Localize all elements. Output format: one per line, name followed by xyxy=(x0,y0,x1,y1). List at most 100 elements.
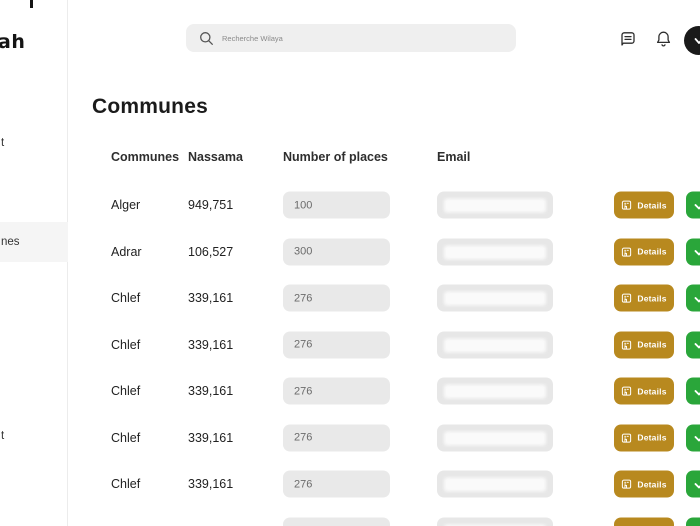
places-input[interactable] xyxy=(283,191,390,219)
details-button[interactable]: Details xyxy=(614,377,674,405)
accept-button[interactable] xyxy=(686,331,700,359)
details-icon xyxy=(622,200,632,210)
details-icon xyxy=(622,386,632,396)
email-redacted xyxy=(437,331,553,359)
nassama-value: 339,161 xyxy=(188,291,234,306)
email-blur xyxy=(444,198,546,213)
main-content: Communes Communes Nassama Number of plac… xyxy=(68,0,700,526)
sidebar: ah t nes t xyxy=(0,0,68,526)
details-icon xyxy=(622,479,632,489)
profile-menu-button[interactable] xyxy=(684,26,700,55)
email-redacted xyxy=(437,191,553,219)
col-header-email: Email xyxy=(437,150,471,164)
check-icon xyxy=(694,250,700,256)
places-input[interactable] xyxy=(283,331,390,359)
details-label: Details xyxy=(637,200,667,211)
email-blur xyxy=(444,291,546,306)
email-blur xyxy=(444,524,546,526)
details-button[interactable]: Details xyxy=(614,517,674,526)
accept-button[interactable] xyxy=(686,470,700,498)
sidebar-item-label: t xyxy=(1,430,5,442)
accept-button[interactable] xyxy=(686,238,700,266)
email-redacted xyxy=(437,517,553,526)
details-icon xyxy=(622,247,632,257)
accept-button[interactable] xyxy=(686,377,700,405)
sidebar-item-3[interactable]: t xyxy=(0,416,68,456)
check-icon xyxy=(694,482,700,489)
email-redacted xyxy=(437,238,553,266)
places-input[interactable] xyxy=(283,470,390,498)
details-button[interactable]: Details xyxy=(614,470,674,498)
places-input[interactable] xyxy=(283,284,390,312)
details-label: Details xyxy=(637,386,667,397)
places-input[interactable] xyxy=(283,238,390,266)
notifications-button[interactable] xyxy=(653,29,673,49)
commune-name: Chlef xyxy=(111,337,141,352)
table-row: Chlef 339,161 Details xyxy=(68,368,700,415)
accept-button[interactable] xyxy=(686,517,700,526)
places-input[interactable] xyxy=(283,377,390,405)
details-icon xyxy=(622,433,632,443)
sidebar-item-label: nes xyxy=(1,236,20,248)
col-header-places: Number of places xyxy=(283,150,388,164)
col-header-nassama: Nassama xyxy=(188,150,243,164)
brand-logo: ah xyxy=(0,31,26,53)
email-redacted xyxy=(437,470,553,498)
message-icon xyxy=(621,32,635,46)
nassama-value: 949,751 xyxy=(188,198,234,213)
email-blur xyxy=(444,477,546,492)
table-row: Adrar 106,527 Details xyxy=(68,229,700,276)
sidebar-item-1[interactable]: t xyxy=(0,123,68,163)
details-button[interactable]: Details xyxy=(614,424,674,452)
table-row: Chlef 339,161 Details xyxy=(68,275,700,322)
email-blur xyxy=(444,384,546,399)
messages-button[interactable] xyxy=(618,29,638,49)
sidebar-item-communes[interactable]: nes xyxy=(0,222,68,262)
table-body: Alger 949,751 Details Adrar 106,527 xyxy=(68,182,700,526)
commune-name: Alger xyxy=(111,198,141,213)
sidebar-item-label: t xyxy=(1,137,5,149)
email-redacted xyxy=(437,424,553,452)
places-input[interactable] xyxy=(283,424,390,452)
search-bar[interactable] xyxy=(186,24,516,52)
table-row: Alger 949,751 Details xyxy=(68,182,700,229)
commune-name: Chlef xyxy=(111,430,141,445)
details-label: Details xyxy=(637,293,667,304)
nassama-value: 339,161 xyxy=(188,337,234,352)
details-icon xyxy=(622,340,632,350)
details-button[interactable]: Details xyxy=(614,238,674,266)
table-row-partial: Details xyxy=(68,508,700,526)
email-blur xyxy=(444,338,546,353)
details-label: Details xyxy=(637,339,667,350)
search-icon xyxy=(200,31,213,45)
email-blur xyxy=(444,245,546,260)
accept-button[interactable] xyxy=(686,424,700,452)
check-icon xyxy=(694,296,700,303)
email-blur xyxy=(444,431,546,446)
email-redacted xyxy=(437,284,553,312)
search-input[interactable] xyxy=(222,33,472,43)
check-icon xyxy=(694,389,700,396)
check-icon xyxy=(694,343,700,349)
nassama-value: 339,161 xyxy=(188,477,234,492)
details-label: Details xyxy=(637,479,667,490)
nassama-value: 106,527 xyxy=(188,244,234,259)
accept-button[interactable] xyxy=(686,191,700,219)
col-header-communes: Communes xyxy=(111,150,180,164)
table-row: Chlef 339,161 Details xyxy=(68,322,700,369)
details-button[interactable]: Details xyxy=(614,191,674,219)
details-button[interactable]: Details xyxy=(614,284,674,312)
places-input[interactable] xyxy=(283,517,390,526)
table-header: Communes Nassama Number of places Email xyxy=(68,150,700,166)
details-icon xyxy=(622,293,632,303)
details-button[interactable]: Details xyxy=(614,331,674,359)
details-label: Details xyxy=(637,246,667,257)
table-row: Chlef 339,161 Details xyxy=(68,461,700,508)
table-row: Chlef 339,161 Details xyxy=(68,415,700,462)
accept-button[interactable] xyxy=(686,284,700,312)
commune-name: Chlef xyxy=(111,477,141,492)
details-label: Details xyxy=(637,432,667,443)
email-redacted xyxy=(437,377,553,405)
bell-icon xyxy=(656,31,670,47)
